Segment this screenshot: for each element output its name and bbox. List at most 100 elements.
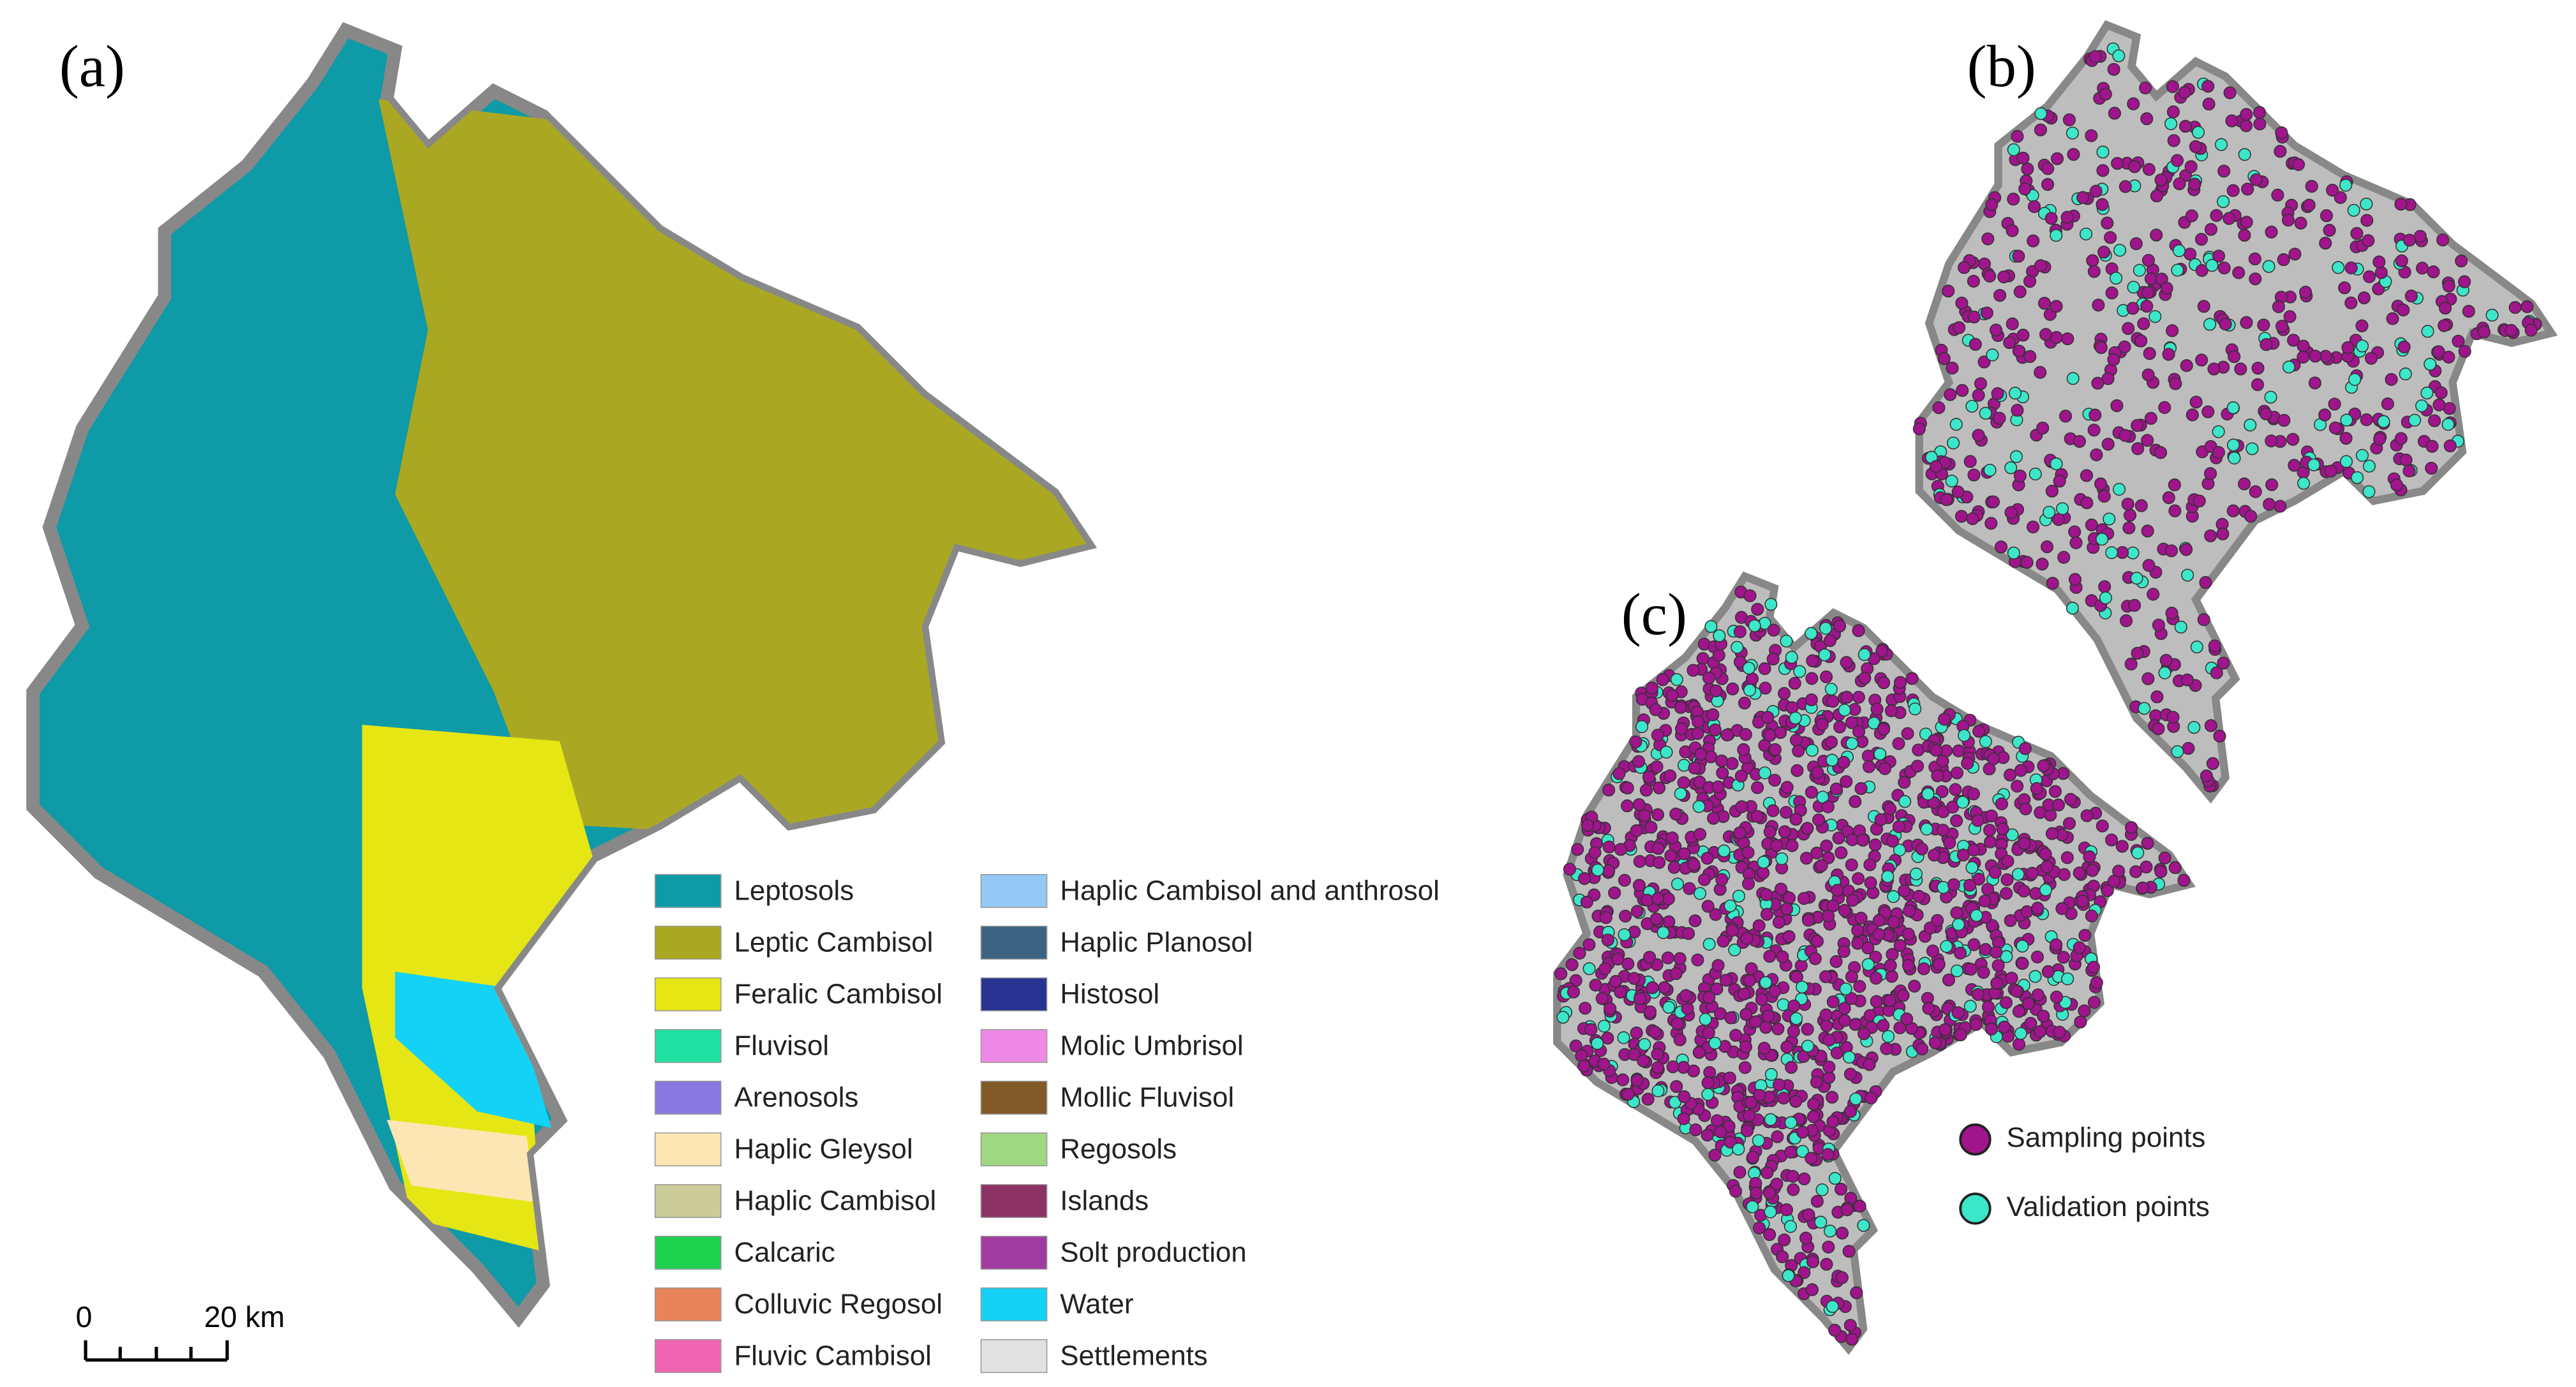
sampling-point xyxy=(1931,914,1944,927)
sampling-point xyxy=(2108,107,2122,120)
sampling-point xyxy=(2062,113,2076,126)
validation-point xyxy=(2050,228,2063,242)
sampling-point xyxy=(2204,529,2217,542)
sampling-point xyxy=(1701,852,1714,865)
validation-point xyxy=(1887,890,1900,903)
sampling-point xyxy=(1619,909,1632,923)
sampling-point xyxy=(1944,388,1957,401)
sampling-point xyxy=(2037,297,2051,310)
sampling-point xyxy=(2334,191,2347,204)
sampling-point xyxy=(2274,145,2287,158)
sampling-point xyxy=(1702,1026,1715,1039)
sampling-point xyxy=(1643,951,1657,964)
sampling-point xyxy=(2180,543,2193,556)
sampling-point xyxy=(1885,970,1898,983)
sampling-point xyxy=(2195,353,2208,367)
sampling-point xyxy=(2178,119,2193,133)
sampling-point xyxy=(2240,316,2253,329)
sampling-point xyxy=(2524,323,2538,337)
validation-point xyxy=(2007,546,2020,560)
sampling-point xyxy=(1880,1042,1893,1055)
sampling-point xyxy=(1743,974,1756,988)
sampling-point xyxy=(2016,329,2030,342)
validation-point xyxy=(1743,683,1757,697)
sampling-point xyxy=(1665,831,1679,845)
sampling-point xyxy=(2062,817,2076,830)
sampling-point xyxy=(2260,407,2273,420)
sampling-point xyxy=(2194,233,2208,246)
sampling-point xyxy=(2439,301,2452,315)
sampling-point xyxy=(1696,652,1709,665)
sampling-point xyxy=(2131,442,2145,456)
sampling-point xyxy=(1743,589,1757,602)
sampling-point xyxy=(2185,408,2199,422)
sampling-point xyxy=(1805,1152,1818,1165)
validation-point xyxy=(1783,1220,1798,1233)
sampling-point xyxy=(2088,50,2102,63)
validation-point xyxy=(1702,937,1716,951)
sampling-point xyxy=(1630,1074,1644,1087)
sampling-point xyxy=(2434,386,2448,399)
sampling-point xyxy=(2188,177,2201,191)
sampling-point xyxy=(1978,894,1992,908)
sampling-point xyxy=(1810,1076,1824,1089)
sampling-point xyxy=(1840,690,1854,704)
sampling-point xyxy=(1845,1333,1859,1346)
sampling-point xyxy=(1664,849,1678,863)
validation-point xyxy=(1842,1050,1856,1064)
sampling-point xyxy=(1677,1060,1690,1074)
scale-bar xyxy=(84,1340,229,1362)
sampling-point xyxy=(1649,912,1663,926)
sampling-point xyxy=(2045,827,2059,840)
sampling-point xyxy=(1950,814,1963,827)
validation-point xyxy=(2099,591,2113,605)
sampling-point xyxy=(2097,489,2111,503)
validation-point xyxy=(2187,721,2201,734)
validation-point xyxy=(2332,261,2345,274)
validation-point xyxy=(1818,648,1831,662)
sampling-point xyxy=(1725,757,1739,770)
sampling-point xyxy=(2141,524,2154,538)
validation-point xyxy=(2009,387,2022,400)
sampling-point xyxy=(2105,833,2118,847)
sampling-point xyxy=(2452,334,2465,348)
sampling-point xyxy=(2328,397,2341,411)
sampling-point xyxy=(2057,951,2070,964)
legend-swatch xyxy=(980,1183,1048,1219)
sampling-point xyxy=(1838,903,1851,917)
sampling-point xyxy=(1641,893,1654,907)
sampling-point xyxy=(2027,520,2040,534)
validation-point xyxy=(2016,939,2029,953)
sampling-point xyxy=(1595,992,1609,1005)
sampling-point xyxy=(2265,225,2278,239)
validation-point xyxy=(1764,1068,1778,1081)
sampling-point xyxy=(1777,1092,1791,1105)
sampling-point xyxy=(1952,744,1965,757)
validation-point xyxy=(2399,367,2412,381)
sampling-point xyxy=(1874,813,1887,826)
sampling-point xyxy=(1651,1061,1665,1074)
sampling-point xyxy=(2338,281,2351,295)
validation-point xyxy=(2004,461,2018,475)
validation-point xyxy=(1660,745,1673,759)
sampling-point xyxy=(1627,972,1641,985)
sampling-point xyxy=(1912,422,1926,436)
sampling-point xyxy=(1712,649,1725,662)
sampling-point xyxy=(2101,216,2114,230)
sampling-point xyxy=(1688,761,1701,775)
sampling-point xyxy=(1768,773,1782,787)
sampling-point xyxy=(1893,1021,1907,1035)
sampling-point xyxy=(1851,924,1865,937)
validation-point xyxy=(1780,634,1793,648)
validation-point xyxy=(1704,619,1718,634)
validation-point xyxy=(2133,263,2146,277)
sampling-point xyxy=(1815,718,1829,731)
validation-point xyxy=(1784,1116,1798,1129)
sampling-point xyxy=(1739,728,1752,741)
sampling-point xyxy=(2166,105,2180,119)
sampling-point xyxy=(1861,941,1875,954)
sampling-point xyxy=(1991,387,2004,401)
sampling-point xyxy=(1716,935,1730,948)
sampling-point xyxy=(2185,209,2198,223)
validation-point xyxy=(2226,438,2240,452)
